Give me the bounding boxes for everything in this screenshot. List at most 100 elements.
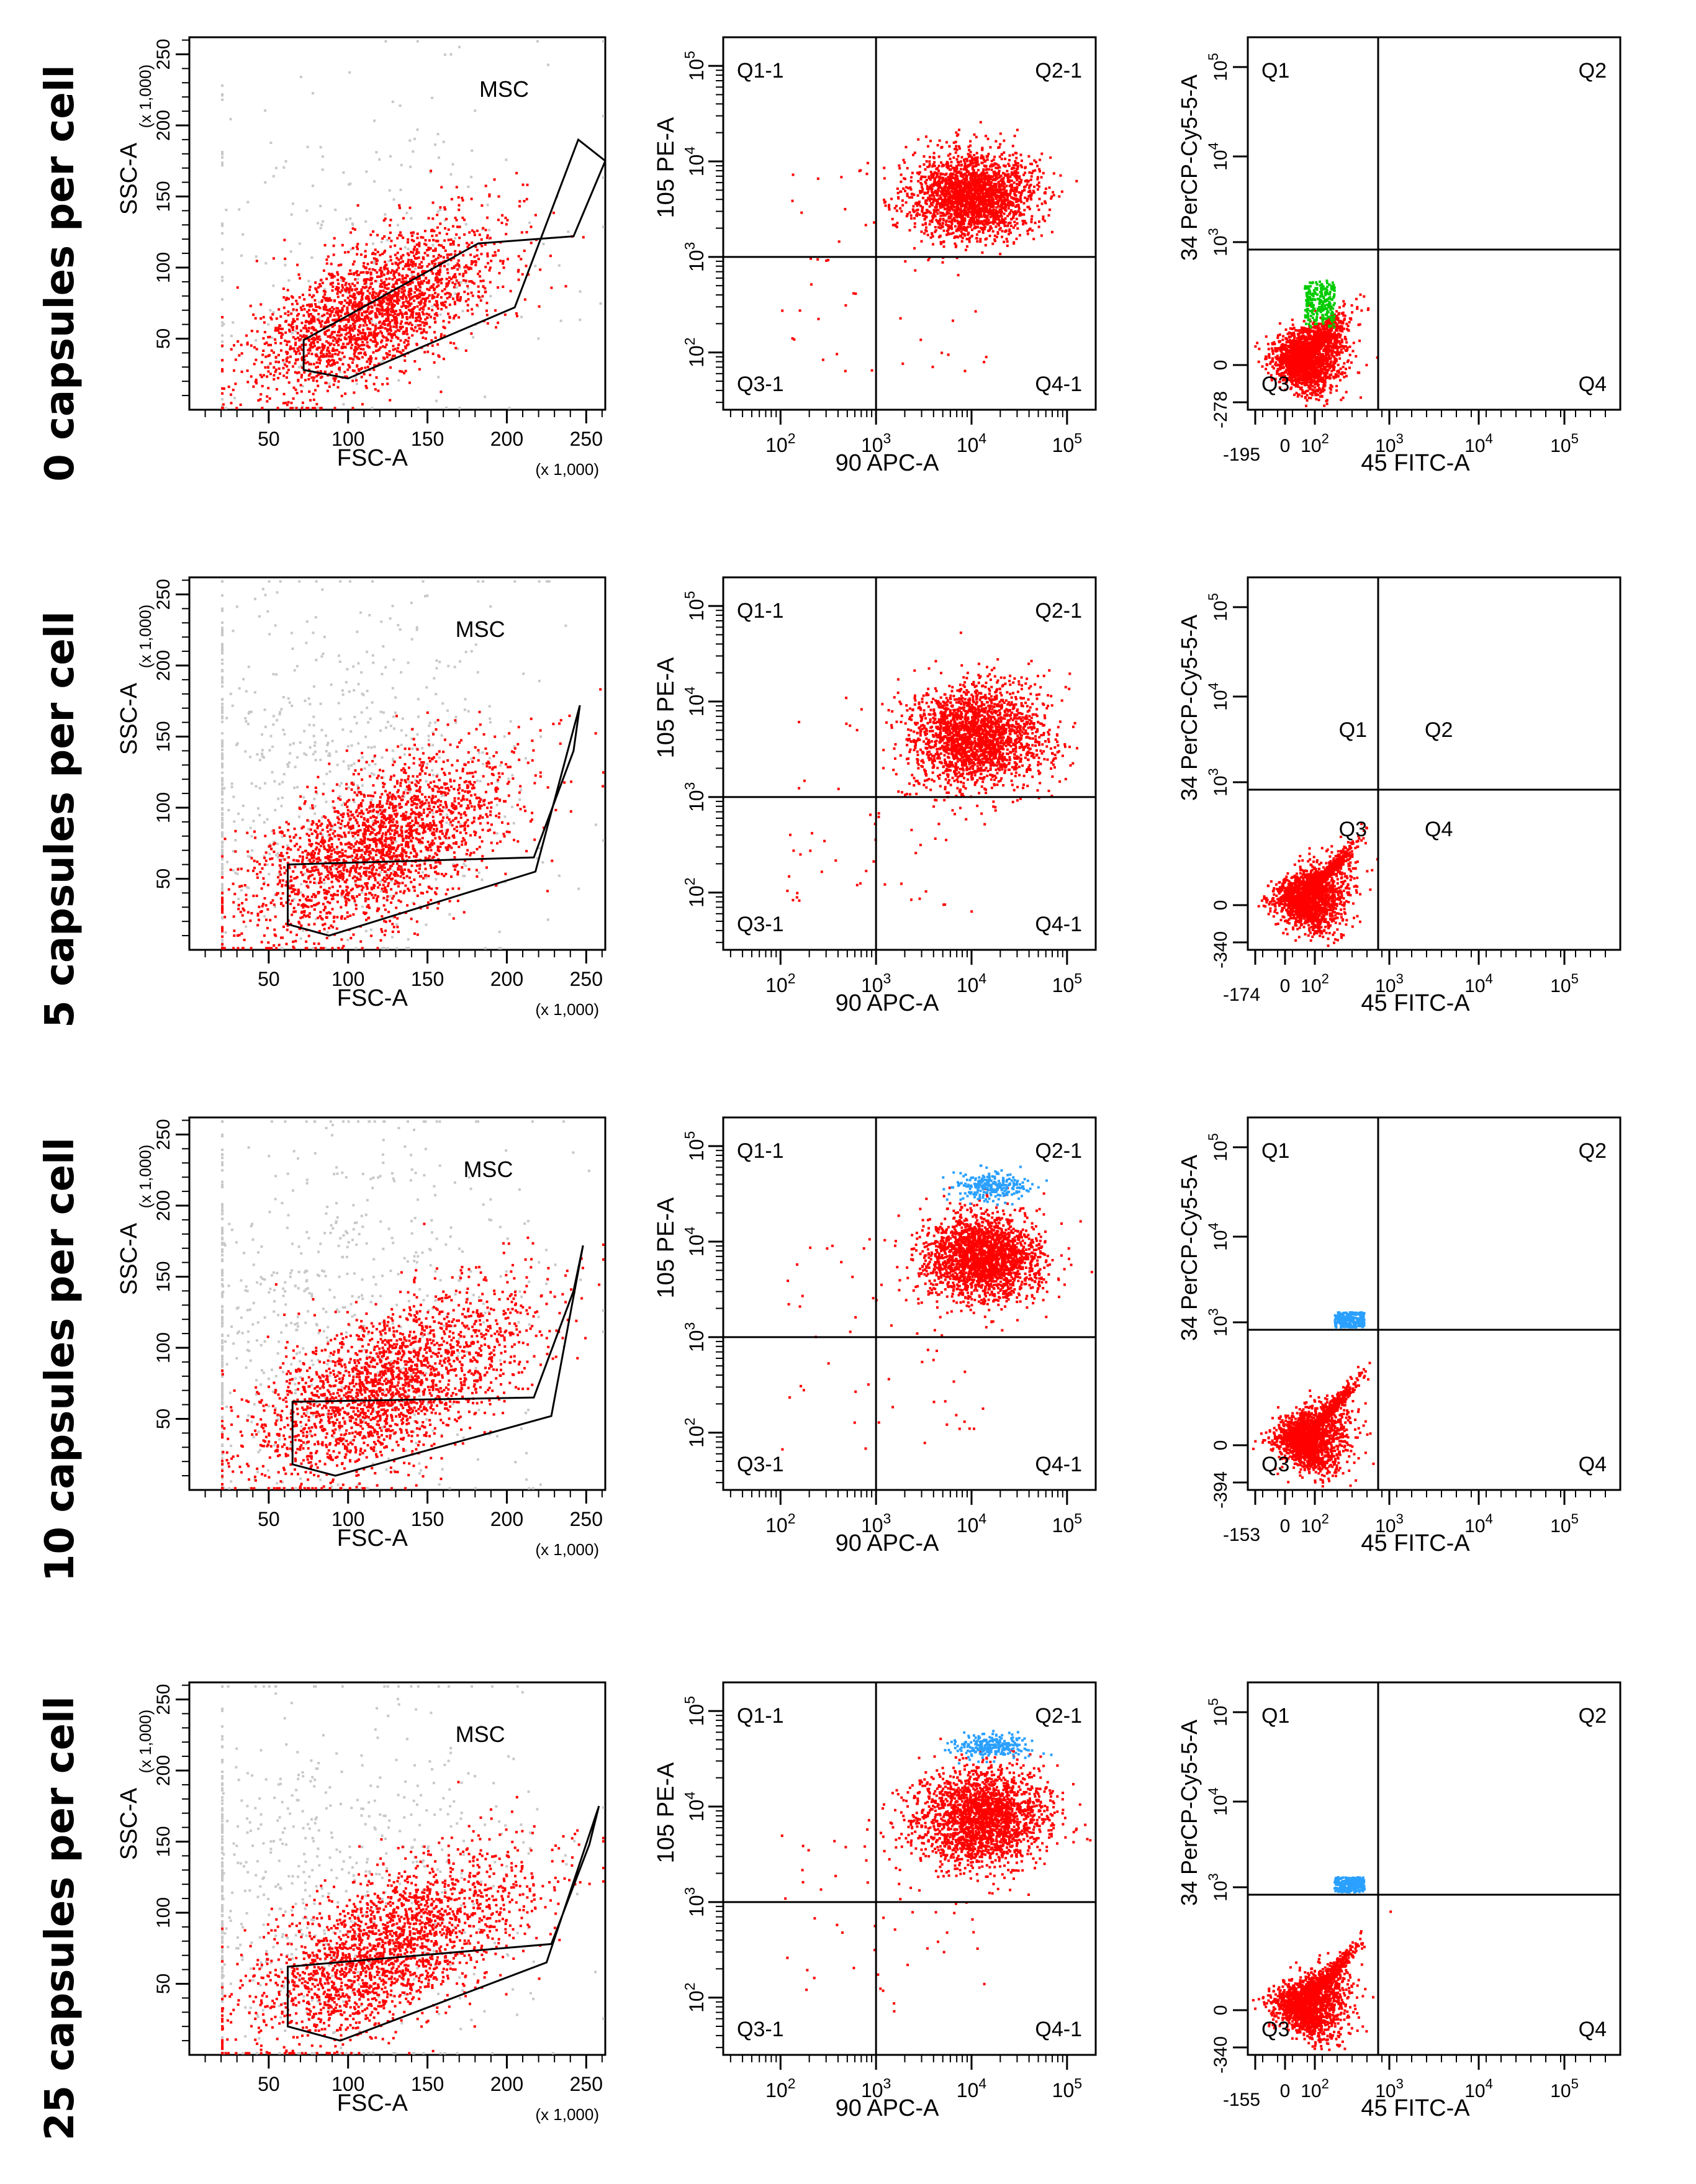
event-dot	[295, 325, 298, 328]
event-dot	[396, 279, 399, 281]
event-dot	[400, 312, 402, 314]
event-dot	[373, 120, 376, 122]
event-dot	[965, 169, 968, 171]
event-dot	[428, 326, 431, 328]
event-dot	[524, 299, 526, 301]
event-dot	[326, 350, 328, 352]
event-dot	[369, 363, 371, 365]
event-dot	[378, 322, 381, 324]
event-dot	[416, 294, 418, 297]
event-dot	[397, 224, 399, 227]
event-dot	[885, 204, 887, 207]
event-dot	[309, 348, 311, 350]
event-dot	[291, 402, 293, 404]
event-dot	[978, 201, 981, 204]
event-dot	[330, 343, 333, 345]
event-dot	[294, 362, 297, 364]
event-dot	[245, 335, 248, 337]
event-dot	[985, 165, 987, 168]
event-dot	[333, 253, 335, 256]
event-dot	[431, 244, 434, 246]
event-dot	[965, 206, 967, 209]
event-dot	[412, 232, 415, 234]
event-dot	[1016, 179, 1018, 181]
event-dot	[443, 358, 445, 360]
event-dot	[400, 164, 403, 166]
event-dot	[1010, 218, 1013, 220]
event-dot	[955, 187, 958, 189]
event-dot	[376, 334, 378, 336]
event-dot	[980, 161, 983, 164]
event-dot	[221, 340, 223, 343]
event-dot	[1026, 230, 1029, 232]
event-dot	[295, 353, 297, 355]
event-dot	[1033, 186, 1035, 188]
event-dot	[288, 381, 291, 384]
event-dot	[392, 101, 394, 103]
event-dot	[461, 197, 463, 199]
event-dot	[960, 228, 963, 230]
event-dot	[322, 168, 324, 171]
event-dot	[336, 307, 339, 310]
event-dot	[1044, 202, 1047, 204]
event-dot	[950, 213, 952, 215]
event-dot	[943, 245, 945, 248]
event-dot	[349, 295, 351, 297]
event-dot	[299, 277, 301, 279]
event-dot	[389, 155, 392, 158]
event-dot	[926, 160, 928, 163]
event-dot	[489, 295, 492, 297]
event-dot	[896, 222, 899, 224]
event-dot	[444, 53, 446, 56]
event-dot	[371, 261, 373, 264]
event-dot	[331, 273, 333, 276]
quadrant-label: Q3-1	[737, 372, 784, 396]
event-dot	[836, 353, 838, 355]
event-dot	[967, 185, 969, 187]
event-dot	[602, 40, 605, 43]
event-dot	[336, 334, 338, 336]
event-dot	[425, 313, 428, 315]
event-dot	[384, 286, 386, 289]
event-dot	[1016, 168, 1019, 170]
event-dot	[903, 161, 906, 164]
event-dot	[926, 199, 928, 202]
event-dot	[369, 310, 372, 313]
event-dot	[988, 168, 990, 171]
event-dot	[1014, 194, 1016, 196]
event-dot	[1004, 209, 1006, 211]
event-dot	[602, 115, 605, 117]
event-dot	[960, 203, 963, 205]
event-dot	[284, 332, 287, 334]
event-dot	[970, 223, 973, 226]
event-dot	[373, 180, 376, 183]
event-dot	[1000, 174, 1003, 177]
event-dot	[521, 273, 524, 276]
event-dot	[322, 155, 324, 158]
event-dot	[444, 208, 446, 210]
event-dot	[433, 287, 436, 290]
event-dot	[373, 257, 376, 259]
event-dot	[985, 356, 988, 358]
event-dot	[342, 279, 345, 282]
event-dot	[358, 312, 360, 314]
event-dot	[398, 204, 400, 207]
event-dot	[1036, 178, 1039, 181]
event-dot	[431, 97, 433, 99]
event-dot	[440, 333, 443, 336]
event-dot	[600, 302, 602, 305]
event-dot	[369, 233, 372, 236]
event-dot	[967, 197, 970, 200]
event-dot	[320, 223, 323, 226]
event-dot	[935, 172, 937, 174]
event-dot	[980, 157, 982, 160]
event-dot	[547, 64, 549, 66]
event-dot	[262, 350, 264, 352]
event-dot	[897, 196, 900, 199]
event-dot	[332, 286, 334, 288]
event-dot	[384, 327, 387, 330]
event-dot	[425, 277, 427, 279]
event-dot	[341, 294, 344, 297]
event-dot	[338, 325, 341, 328]
event-dot	[369, 292, 371, 295]
